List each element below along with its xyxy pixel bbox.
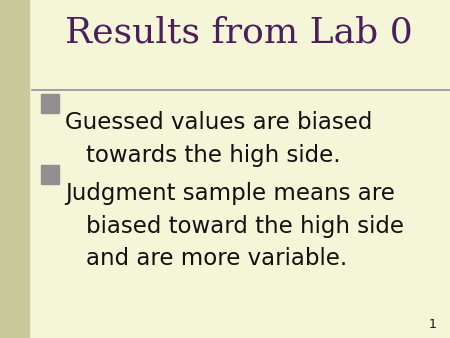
Text: Guessed values are biased: Guessed values are biased: [65, 111, 373, 134]
Text: towards the high side.: towards the high side.: [86, 144, 340, 167]
Bar: [0, 0, 29, 338]
Text: and are more variable.: and are more variable.: [86, 247, 347, 270]
Bar: [40, 94, 59, 113]
Text: Results from Lab 0: Results from Lab 0: [65, 15, 413, 49]
Bar: [40, 165, 59, 184]
Text: biased toward the high side: biased toward the high side: [86, 215, 404, 238]
Text: 1: 1: [428, 318, 436, 331]
Text: Judgment sample means are: Judgment sample means are: [65, 182, 395, 205]
